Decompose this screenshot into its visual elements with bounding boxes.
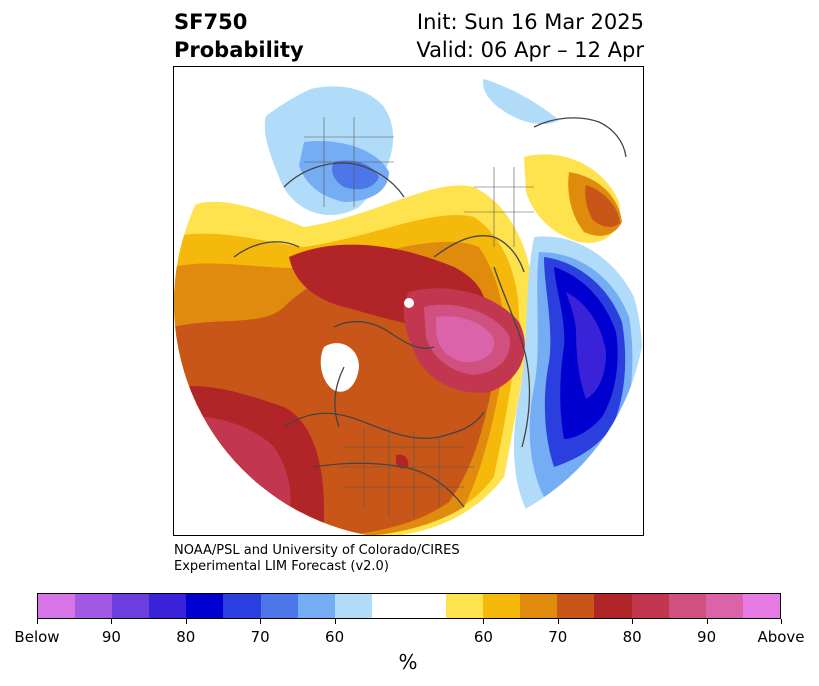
above-region-hotpink [436,316,495,363]
credits-line-2: Experimental LIM Forecast (v2.0) [174,559,389,574]
colorbar-tick-label: 90 [101,628,121,646]
below-region-asia-light-2 [483,76,569,124]
colorbar-tick-label: Above [757,628,805,646]
colorbar-cell [705,594,743,618]
below-region-deep [566,292,606,399]
colorbar-cell [112,594,150,618]
colorbar [37,593,781,619]
colorbar-tick [632,619,634,624]
colorbar-cell [223,594,261,618]
colorbar-cell [371,594,409,618]
colorbar-unit: % [398,650,418,674]
title-left: SF750 Probability [174,8,304,64]
colorbar-tick-label: Below [14,628,60,646]
colorbar-cell [260,594,298,618]
init-date: Init: Sun 16 Mar 2025 [416,10,644,34]
colorbar-tick [706,619,708,624]
valid-range: Valid: 06 Apr – 12 Apr [416,38,644,62]
above-region-us-red [396,454,409,469]
neutral-pocket-west [320,343,359,392]
credits: NOAA/PSL and University of Colorado/CIRE… [174,543,460,575]
colorbar-tick-label: 80 [622,628,642,646]
colorbar-tick [557,619,559,624]
colorbar-cell [631,594,669,618]
colorbar-cell [557,594,595,618]
colorbar-tick [185,619,187,624]
colorbar-cell [594,594,632,618]
colorbar-cell [38,594,76,618]
colorbar-tick-label: 70 [548,628,568,646]
colorbar-tick-label: 60 [325,628,345,646]
colorbar-tick [781,619,782,624]
colorbar-cell [75,594,113,618]
title-right: Init: Sun 16 Mar 2025 Valid: 06 Apr – 12… [416,8,644,64]
colorbar-cell [446,594,484,618]
colorbar-tick [37,619,38,624]
colorbar-tick-label: 80 [176,628,196,646]
colorbar-tick [334,619,336,624]
colorbar-tick-label: 70 [250,628,270,646]
variable-subtitle: Probability [174,38,304,62]
colorbar-cell [149,594,187,618]
colorbar-cell [668,594,706,618]
variable-name: SF750 [174,10,248,34]
shaded-anomaly-field [174,67,643,535]
colorbar-cell [297,594,335,618]
colorbar-cell [186,594,224,618]
colorbar-cell [334,594,372,618]
forecast-map-svg [174,67,643,535]
colorbar-cell [483,594,521,618]
colorbar-cell [520,594,558,618]
colorbar-cell [408,594,447,618]
colorbar-tick-label: 90 [697,628,717,646]
state-borders [304,117,534,517]
above-region-europe-dark [585,185,620,227]
forecast-map [173,66,644,536]
colorbar-tick [111,619,113,624]
credits-line-1: NOAA/PSL and University of Colorado/CIRE… [174,543,460,558]
colorbar-tick [483,619,485,624]
north-pole-marker [404,298,414,308]
colorbar-cell [742,594,780,618]
colorbar-tick [260,619,262,624]
colorbar-tick-label: 60 [473,628,493,646]
